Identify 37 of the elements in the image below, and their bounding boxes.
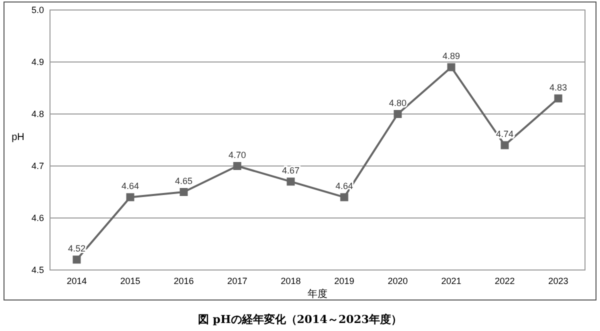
- data-label: 4.67: [282, 166, 300, 176]
- y-axis-title: pH: [12, 132, 24, 143]
- x-tick-label: 2016: [174, 276, 194, 286]
- data-label: 4.64: [121, 181, 140, 192]
- x-tick-label: 2023: [548, 276, 568, 286]
- data-label: 4.80: [388, 98, 407, 108]
- x-tick-label: 2021: [441, 276, 462, 286]
- x-tick-label: 2022: [494, 276, 515, 286]
- point: [340, 193, 348, 202]
- y-tick-label: 4.6: [31, 213, 44, 224]
- data-label: 4.65: [174, 176, 193, 186]
- point: [126, 193, 134, 202]
- x-tick-label: 2017: [227, 276, 248, 286]
- x-tick-label: 2020: [388, 276, 408, 286]
- y-tick-label: 4.5: [31, 265, 44, 276]
- data-label: 4.70: [228, 150, 246, 160]
- point: [286, 178, 295, 186]
- point: [394, 110, 402, 118]
- y-tick-label: 4.9: [31, 57, 44, 68]
- data-label: 4.89: [442, 51, 460, 62]
- y-tick-label: 4.7: [31, 161, 44, 172]
- data-label: 4.83: [549, 82, 568, 92]
- y-tick-label: 5.0: [31, 5, 44, 16]
- x-axis-title: 年度: [308, 288, 328, 300]
- text: 図 pHの経年変化（2014～2023年度）: [198, 313, 402, 326]
- x-tick-label: 2019: [334, 276, 354, 286]
- point: [233, 162, 242, 170]
- point: [447, 63, 456, 72]
- x-tick-label: 2015: [120, 276, 140, 286]
- point: [180, 188, 188, 196]
- point: [72, 256, 81, 264]
- x-tick-label: 2018: [280, 276, 301, 286]
- point: [554, 94, 562, 102]
- y-tick-label: 4.8: [31, 109, 44, 120]
- data-label: 4.52: [68, 244, 86, 254]
- point: [500, 141, 509, 150]
- x-tick-label: 2014: [66, 276, 87, 286]
